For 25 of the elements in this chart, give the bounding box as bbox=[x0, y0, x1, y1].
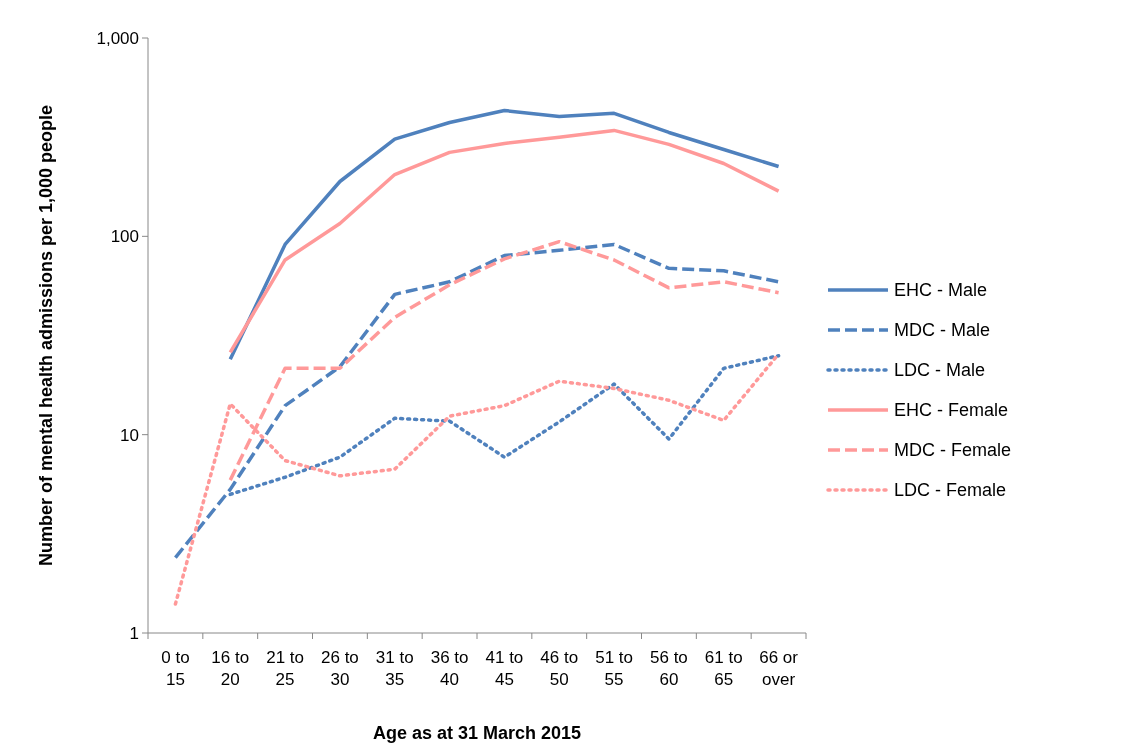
line-series bbox=[173, 242, 781, 560]
x-axis-title: Age as at 31 March 2015 bbox=[372, 723, 582, 743]
x-tick-label: 61 to 65 bbox=[704, 648, 743, 690]
y-tick-label: 100 bbox=[110, 227, 139, 247]
y-tick-label: 1 bbox=[129, 623, 139, 643]
x-tick-label: 31 to 35 bbox=[375, 648, 414, 690]
legend-label: EHC - Female bbox=[894, 400, 1009, 421]
x-tick-label: 41 to 45 bbox=[485, 648, 524, 690]
y-tick-label: 1,000 bbox=[96, 28, 139, 48]
x-tick-label: 16 to 20 bbox=[211, 648, 250, 690]
x-tick-label: 0 to 15 bbox=[161, 648, 190, 690]
x-tick-label: 66 or over bbox=[759, 648, 799, 690]
legend-label: EHC - Male bbox=[894, 280, 988, 301]
legend-label: LDC - Female bbox=[894, 480, 1007, 501]
x-tick-label: 46 to 50 bbox=[540, 648, 579, 690]
y-tick-label: 10 bbox=[120, 425, 139, 445]
x-tick-label: 26 to 30 bbox=[321, 648, 359, 690]
x-tick-label: 51 to 55 bbox=[595, 648, 633, 690]
legend-label: LDC - Male bbox=[894, 360, 986, 381]
x-tick-label: 36 to 40 bbox=[430, 648, 469, 690]
legend-label: MDC - Female bbox=[894, 440, 1012, 461]
x-tick-label: 56 to 60 bbox=[650, 648, 688, 690]
y-axis-title: Number of mental health admissions per 1,000 people bbox=[36, 104, 56, 567]
x-tick-label: 21 to 25 bbox=[266, 648, 304, 690]
legend-label: MDC - Male bbox=[894, 320, 991, 341]
